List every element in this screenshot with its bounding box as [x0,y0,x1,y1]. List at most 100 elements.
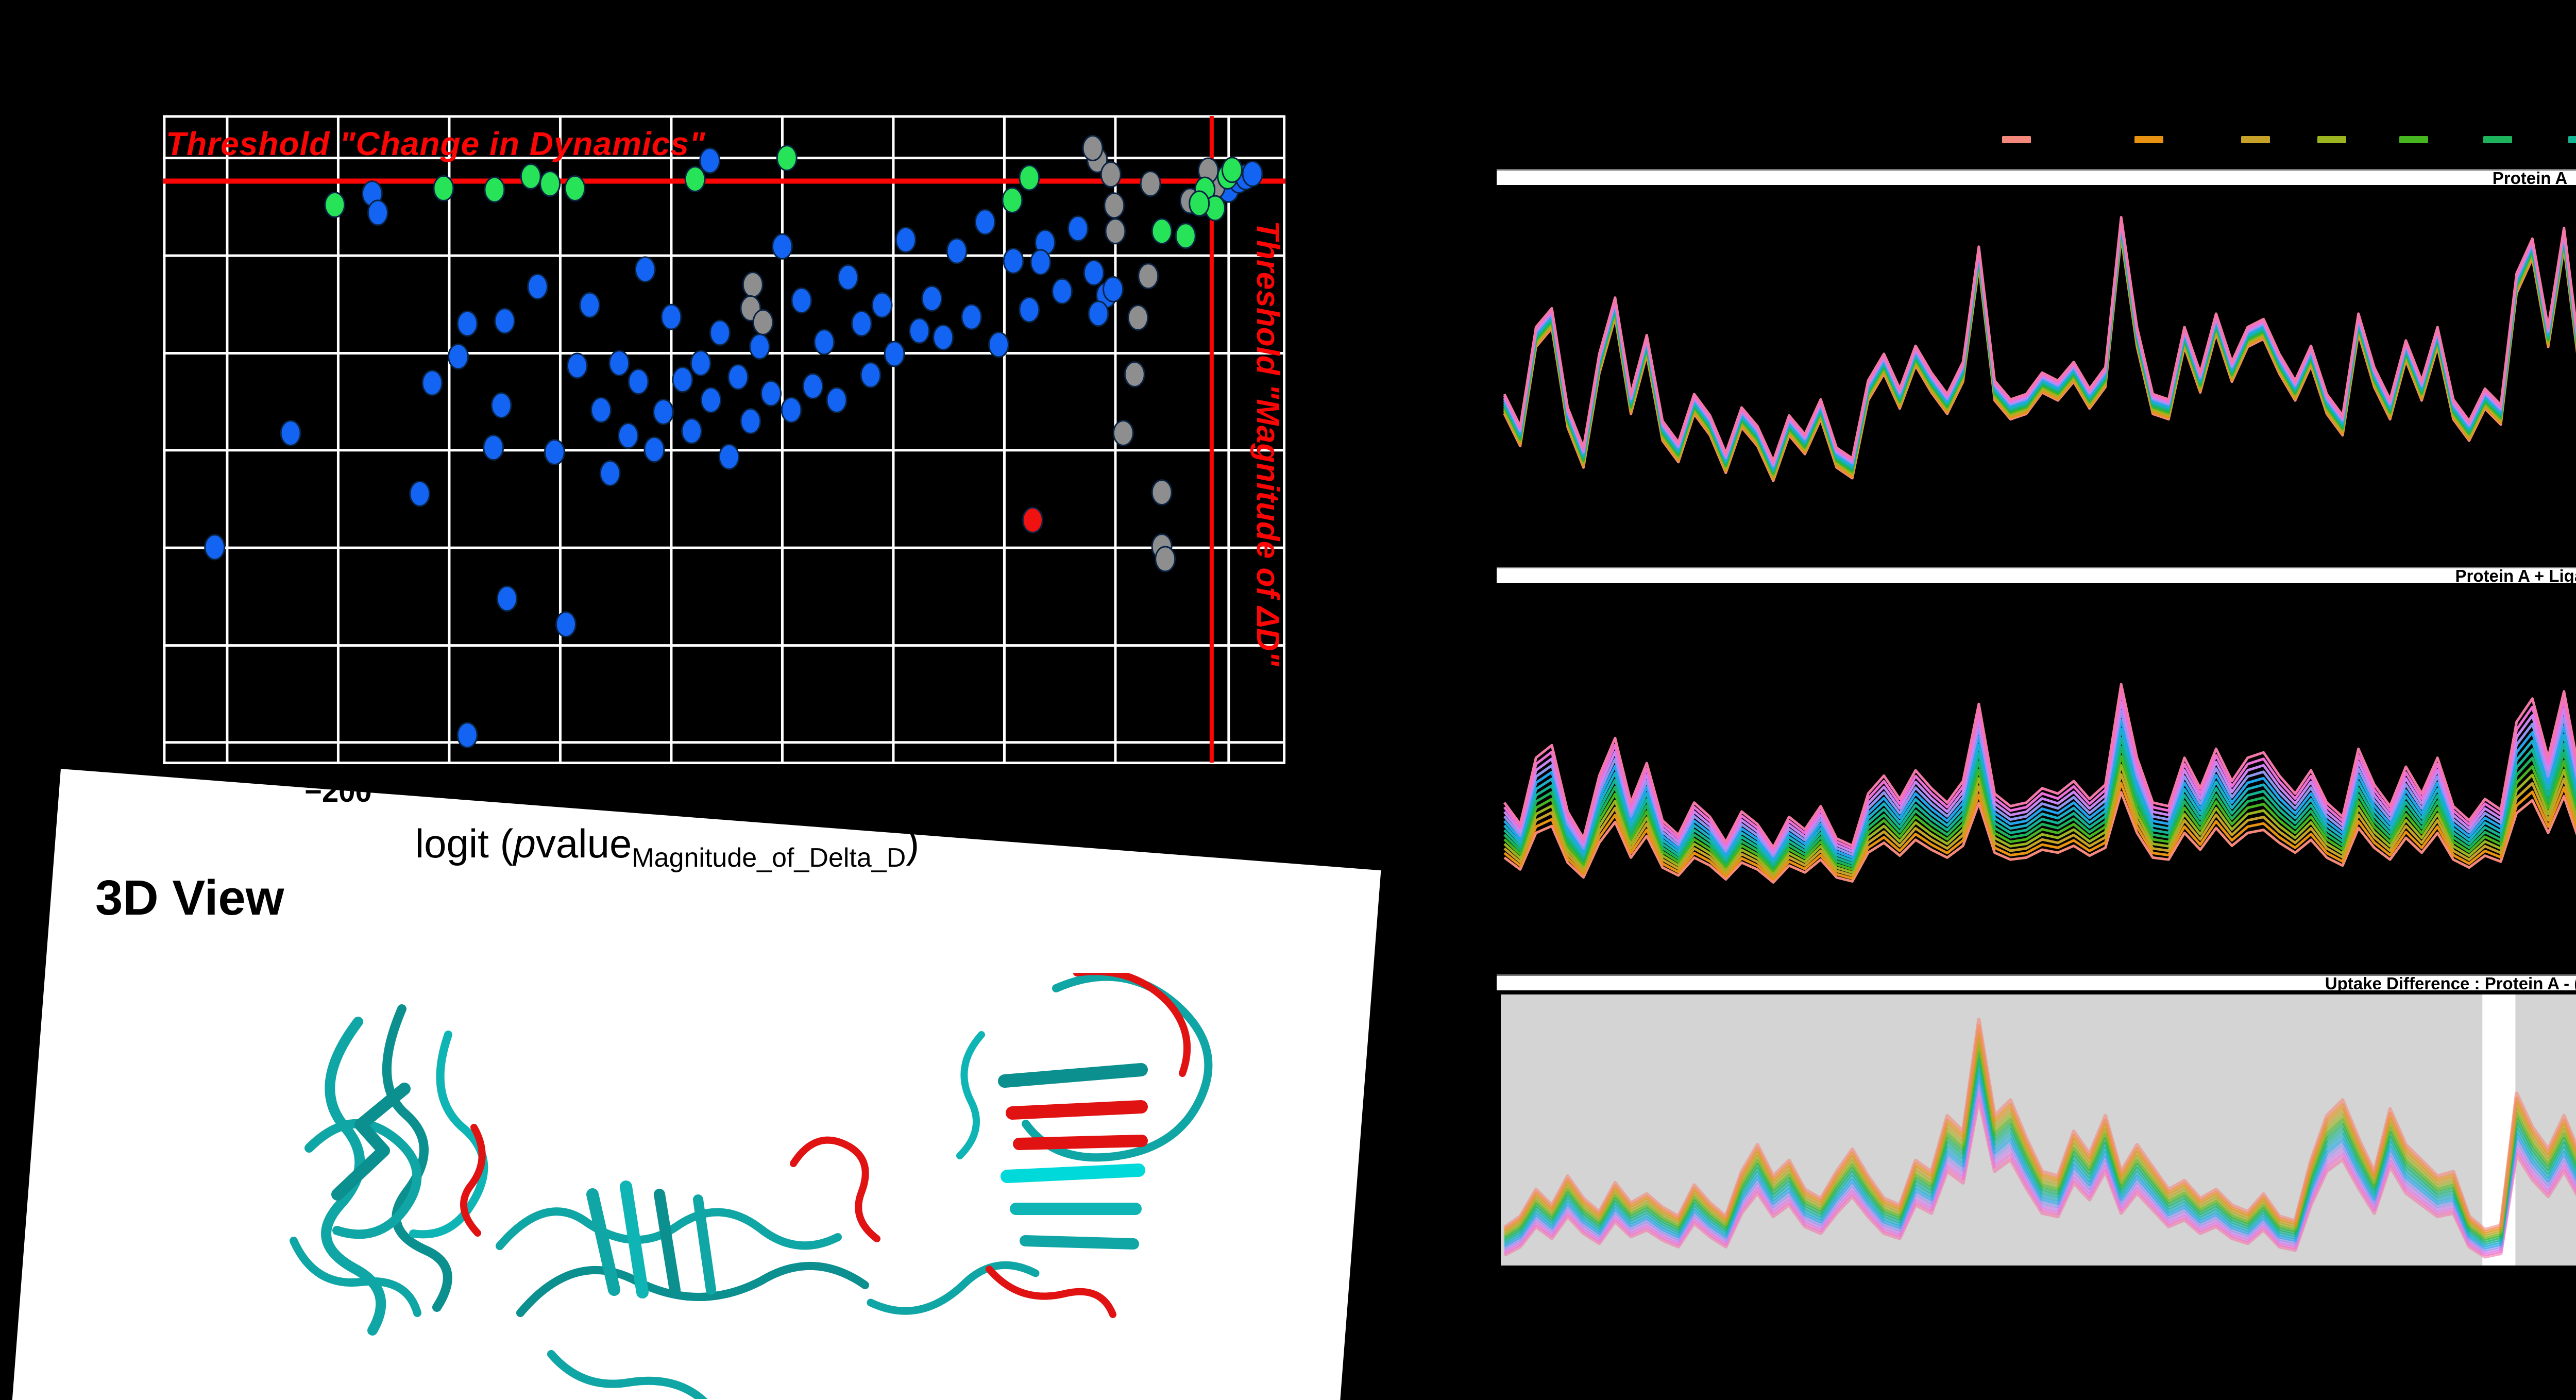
series-line[interactable] [1503,1031,2576,1236]
scatter-point[interactable] [617,423,639,449]
series-line[interactable] [1503,1090,2576,1266]
scatter-point[interactable] [851,310,872,337]
scatter-point[interactable] [496,585,518,612]
scatter-point[interactable] [988,331,1009,358]
scatter-point[interactable] [1052,278,1073,305]
scatter-point[interactable] [672,366,693,393]
scatter-point[interactable] [421,369,443,396]
scatter-point[interactable] [1151,479,1173,506]
scatter-point[interactable] [608,350,630,377]
scatter-point[interactable] [539,171,561,197]
scatter-point[interactable] [727,364,749,391]
scatter-point[interactable] [749,333,770,360]
legend-swatch[interactable] [2483,136,2512,143]
series-line[interactable] [1503,1084,2576,1266]
scatter-point[interactable] [634,256,656,283]
series-line[interactable] [1503,701,2576,855]
scatter-point[interactable] [760,380,782,407]
series-line[interactable] [1503,207,2576,463]
scatter-point[interactable] [781,397,802,424]
scatter-point[interactable] [1221,157,1243,183]
scatter-point[interactable] [1138,263,1159,290]
scatter-point[interactable] [1155,546,1176,572]
series-line[interactable] [1503,683,2576,849]
scatter-point[interactable] [1082,134,1104,161]
scatter-point[interactable] [895,226,917,253]
series-line[interactable] [1503,691,2576,852]
scatter-point[interactable] [643,436,665,463]
scatter-point[interactable] [1019,296,1040,323]
series-line[interactable] [1503,791,2576,884]
scatter-point[interactable] [974,209,996,235]
scatter-point[interactable] [490,392,512,419]
scatter-point[interactable] [742,271,764,298]
scatter-point[interactable] [709,319,731,346]
series-line[interactable] [1503,1097,2576,1266]
scatter-point[interactable] [1019,164,1040,191]
scatter-point[interactable] [579,292,601,318]
scatter-point[interactable] [1242,160,1263,187]
series-legend[interactable] [1497,136,2576,145]
scatter-point[interactable] [814,329,835,356]
scatter-point[interactable] [544,439,565,466]
series-line[interactable] [1503,1077,2576,1266]
scatter-point[interactable] [740,408,761,434]
scatter-point[interactable] [433,175,454,202]
scatter-point[interactable] [771,233,793,260]
scatter-point[interactable] [752,309,774,335]
scatter-point[interactable] [1105,218,1126,245]
scatter-point[interactable] [456,310,478,337]
series-line[interactable] [1503,710,2576,857]
scatter-point[interactable] [1003,247,1024,274]
scatter-point[interactable] [653,398,674,425]
legend-swatch[interactable] [2317,136,2346,143]
scatter-point[interactable] [871,292,893,318]
legend-swatch[interactable] [2134,136,2163,143]
scatter-point[interactable] [280,419,301,446]
scatter-point[interactable] [660,303,682,330]
scatter-point[interactable] [776,145,798,172]
scatter-point[interactable] [961,303,982,330]
scatter-point[interactable] [1104,192,1125,219]
scatter-point[interactable] [1112,419,1134,446]
scatter-point[interactable] [204,534,226,561]
scatter-point[interactable] [1088,300,1109,327]
series-line[interactable] [1503,719,2576,861]
scatter-point[interactable] [527,273,548,300]
series-line[interactable] [1503,1044,2576,1241]
scatter-point[interactable] [933,324,954,351]
scatter-point[interactable] [520,163,541,190]
series-line[interactable] [1503,1018,2576,1232]
scatter-point[interactable] [1140,171,1161,197]
scatter-point[interactable] [699,147,721,174]
legend-swatch[interactable] [2002,136,2031,143]
series-line[interactable] [1503,764,2576,875]
legend-swatch[interactable] [2568,136,2576,143]
scatter-point[interactable] [1103,276,1124,302]
uptake-chart-protein-a-ligand[interactable] [1497,586,2576,974]
volcano-plot[interactable] [154,105,1286,764]
series-line[interactable] [1503,1070,2576,1262]
series-line[interactable] [1503,755,2576,872]
scatter-point[interactable] [448,343,469,370]
scatter-point[interactable] [1083,259,1105,286]
series-line[interactable] [1503,728,2576,864]
series-line[interactable] [1503,737,2576,866]
series-line[interactable] [1503,773,2576,878]
uptake-difference-chart[interactable] [1497,993,2576,1269]
scatter-point[interactable] [718,444,740,470]
scatter-point[interactable] [456,722,478,749]
scatter-point[interactable] [802,373,824,400]
scatter-point[interactable] [367,199,388,226]
scatter-point[interactable] [1002,187,1023,214]
scatter-point[interactable] [484,176,505,203]
series-line[interactable] [1503,782,2576,881]
scatter-point[interactable] [1067,215,1089,242]
uptake-chart-protein-a[interactable] [1497,188,2576,568]
scatter-point[interactable] [1030,249,1052,276]
scatter-point[interactable] [921,285,943,312]
scatter-point[interactable] [1189,190,1210,217]
scatter-point[interactable] [1127,304,1149,331]
scatter-point[interactable] [826,386,848,413]
scatter-point[interactable] [860,362,882,389]
